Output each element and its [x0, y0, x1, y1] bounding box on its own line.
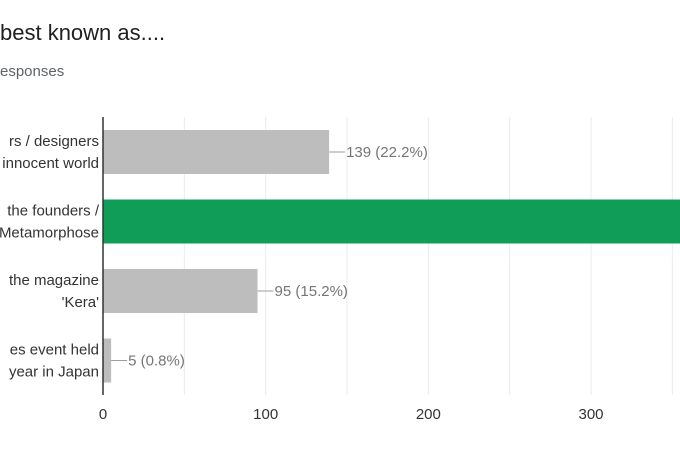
category-label: innocent world [2, 155, 99, 172]
bar [103, 130, 330, 174]
bar [103, 269, 258, 313]
category-label: 'Kera' [62, 294, 100, 311]
x-tick-label: 0 [99, 406, 107, 423]
x-tick-label: 200 [416, 406, 441, 423]
category-label: es event held [10, 342, 99, 359]
category-label: the founders / [7, 203, 100, 220]
data-label: 5 (0.8%) [128, 353, 185, 370]
category-label: Metamorphose [0, 225, 99, 242]
x-tick-label: 100 [253, 406, 278, 423]
category-label: the magazine [9, 272, 99, 289]
data-label: 95 (15.2%) [275, 283, 348, 300]
category-label: rs / designers [9, 133, 99, 150]
bar [103, 338, 112, 383]
data-label: 139 (22.2%) [346, 144, 428, 161]
x-tick-label: 300 [578, 406, 603, 423]
bar [103, 199, 680, 244]
category-label: year in Japan [9, 364, 99, 381]
chart-subtitle: esponses [0, 63, 65, 80]
chart-title: best known as.... [0, 20, 166, 45]
